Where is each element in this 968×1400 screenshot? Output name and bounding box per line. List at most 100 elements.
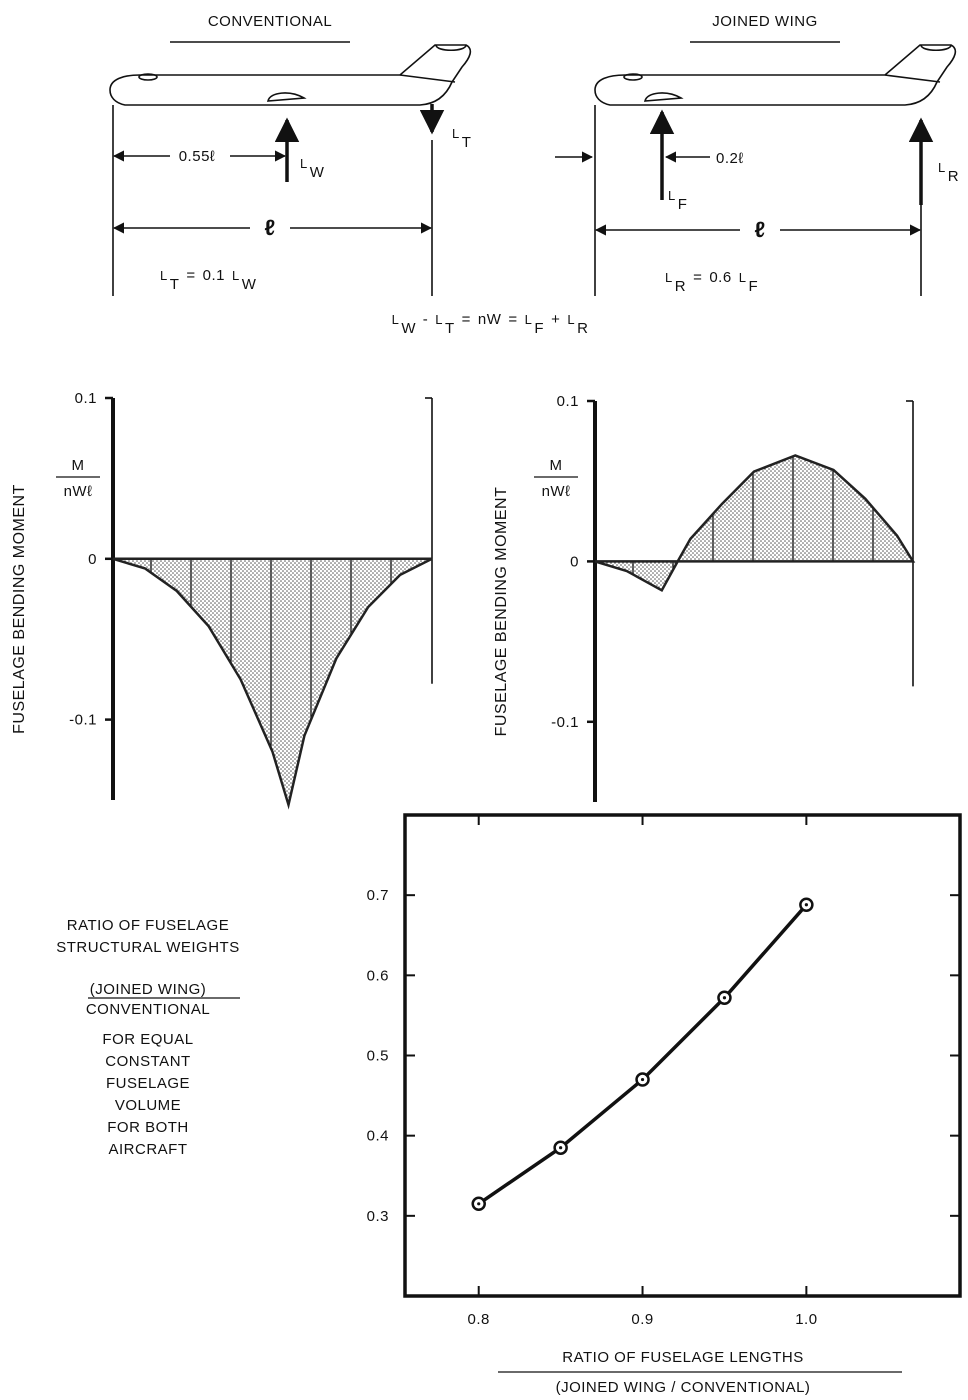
subscript: R bbox=[675, 278, 686, 295]
y-tick-label: 0.1 bbox=[557, 393, 579, 410]
y-tick-label: -0.1 bbox=[551, 714, 579, 731]
diagram-title: JOINED WING bbox=[712, 13, 818, 30]
symbol: L bbox=[435, 312, 443, 327]
ratio-denominator: CONVENTIONAL bbox=[86, 1001, 210, 1018]
text-part: = bbox=[462, 311, 471, 328]
y-tick-label: 0.1 bbox=[75, 390, 97, 407]
symbol: L bbox=[938, 160, 946, 175]
subscript: F bbox=[678, 196, 688, 213]
relation: LT= 0.1 LW bbox=[160, 267, 257, 293]
text-part: + bbox=[551, 311, 560, 328]
lift-label: LT bbox=[452, 126, 471, 151]
window bbox=[138, 73, 158, 81]
y-tick-label: 0.5 bbox=[367, 1048, 389, 1065]
diagram-title: CONVENTIONAL bbox=[208, 13, 332, 30]
subscript: F bbox=[534, 320, 544, 337]
fuselage bbox=[109, 44, 472, 106]
y-tick-label: 0 bbox=[570, 553, 579, 570]
y-tick-label: 0.3 bbox=[367, 1208, 389, 1225]
y-axis-label: FUSELAGE BENDING MOMENT bbox=[11, 484, 28, 734]
conventional-diagram: CONVENTIONAL 0.55ℓ LW LT ℓ LT= 0.1 LW bbox=[109, 13, 472, 296]
subscript: W bbox=[310, 164, 325, 181]
lift-label: LR bbox=[938, 160, 959, 185]
fraction-denominator: nWℓ bbox=[64, 483, 93, 500]
subscript: R bbox=[577, 320, 588, 337]
data-line bbox=[477, 903, 808, 1206]
symbol: L bbox=[567, 312, 575, 327]
symbol: L bbox=[392, 312, 400, 327]
tail-cap bbox=[435, 44, 467, 52]
length-label: ℓ bbox=[754, 217, 765, 242]
dimension-label: 0.55ℓ bbox=[179, 148, 216, 165]
text-part: 0.6 bbox=[709, 269, 731, 286]
symbol: L bbox=[668, 188, 676, 203]
equation: LW- LT= nW = LF+ LR bbox=[392, 311, 589, 337]
y-axis-label: FUSELAGE BENDING MOMENT bbox=[493, 487, 510, 737]
y-axis-note: AIRCRAFT bbox=[109, 1141, 188, 1158]
x-tick-label: 1.0 bbox=[795, 1311, 817, 1328]
x-tick-label: 0.8 bbox=[468, 1311, 490, 1328]
symbol: L bbox=[739, 270, 747, 285]
bending-moment-curve bbox=[594, 454, 916, 592]
text-part: 0.1 bbox=[203, 267, 225, 284]
x-tick-label: 0.9 bbox=[631, 1311, 653, 1328]
point-center bbox=[804, 903, 808, 907]
subscript: W bbox=[401, 320, 416, 337]
text-part: = bbox=[693, 269, 702, 286]
area bbox=[113, 558, 432, 805]
y-tick-label: 0.6 bbox=[367, 967, 389, 984]
window bbox=[623, 73, 643, 81]
y-tick-label: 0.4 bbox=[367, 1128, 389, 1145]
y-tick-label: -0.1 bbox=[69, 712, 97, 729]
symbol: L bbox=[525, 312, 533, 327]
wing bbox=[266, 92, 307, 102]
subscript: T bbox=[170, 276, 180, 293]
symbol: L bbox=[160, 268, 168, 283]
point-center bbox=[722, 996, 727, 1000]
plot-frame bbox=[403, 813, 962, 1298]
text-part: nW bbox=[478, 311, 502, 328]
text-part: - bbox=[423, 311, 429, 328]
y-tick-label: 0 bbox=[88, 551, 97, 568]
tail-line bbox=[399, 74, 456, 83]
fuselage bbox=[594, 44, 957, 106]
x-axis-label: RATIO OF FUSELAGE LENGTHS bbox=[562, 1349, 803, 1366]
point-center bbox=[640, 1077, 645, 1082]
tail-cap bbox=[920, 44, 952, 52]
dimension-label: 0.2ℓ bbox=[716, 150, 744, 167]
y-tick-label: 0.7 bbox=[367, 887, 389, 904]
symbol: L bbox=[665, 270, 673, 285]
lift-label: LF bbox=[668, 188, 687, 213]
subscript: R bbox=[948, 168, 959, 185]
area bbox=[595, 455, 913, 591]
y-axis-note: FOR EQUAL bbox=[102, 1031, 193, 1048]
subscript: T bbox=[445, 320, 455, 337]
subscript: F bbox=[748, 278, 758, 295]
y-axis-label: STRUCTURAL WEIGHTS bbox=[56, 939, 239, 956]
ratio-numerator: (JOINED WING) bbox=[90, 981, 207, 998]
text-part: = bbox=[186, 267, 195, 284]
wing bbox=[643, 92, 684, 102]
text-part: = bbox=[508, 311, 517, 328]
point-center bbox=[477, 1202, 481, 1206]
joined-wing-diagram: JOINED WING 0.2ℓ LF LR ℓ LR= 0.6 LF bbox=[555, 13, 959, 296]
bending-moment-curve bbox=[112, 557, 433, 810]
subscript: T bbox=[462, 134, 472, 151]
y-axis-label: RATIO OF FUSELAGE bbox=[67, 917, 229, 934]
tail-line bbox=[884, 74, 941, 83]
subscript: W bbox=[242, 276, 257, 293]
symbol: L bbox=[232, 268, 240, 283]
fraction-numerator: M bbox=[550, 457, 563, 474]
relation: LR= 0.6 LF bbox=[665, 269, 758, 295]
y-axis-note: CONSTANT bbox=[105, 1053, 190, 1070]
symbol: L bbox=[452, 126, 460, 141]
y-axis-note: VOLUME bbox=[115, 1097, 181, 1114]
length-label: ℓ bbox=[264, 215, 275, 240]
lift-label: LW bbox=[300, 156, 325, 181]
fraction-numerator: M bbox=[72, 457, 85, 474]
symbol: L bbox=[300, 156, 308, 171]
x-axis-label: (JOINED WING / CONVENTIONAL) bbox=[556, 1379, 811, 1396]
fraction-denominator: nWℓ bbox=[542, 483, 571, 500]
point-center bbox=[559, 1146, 563, 1150]
